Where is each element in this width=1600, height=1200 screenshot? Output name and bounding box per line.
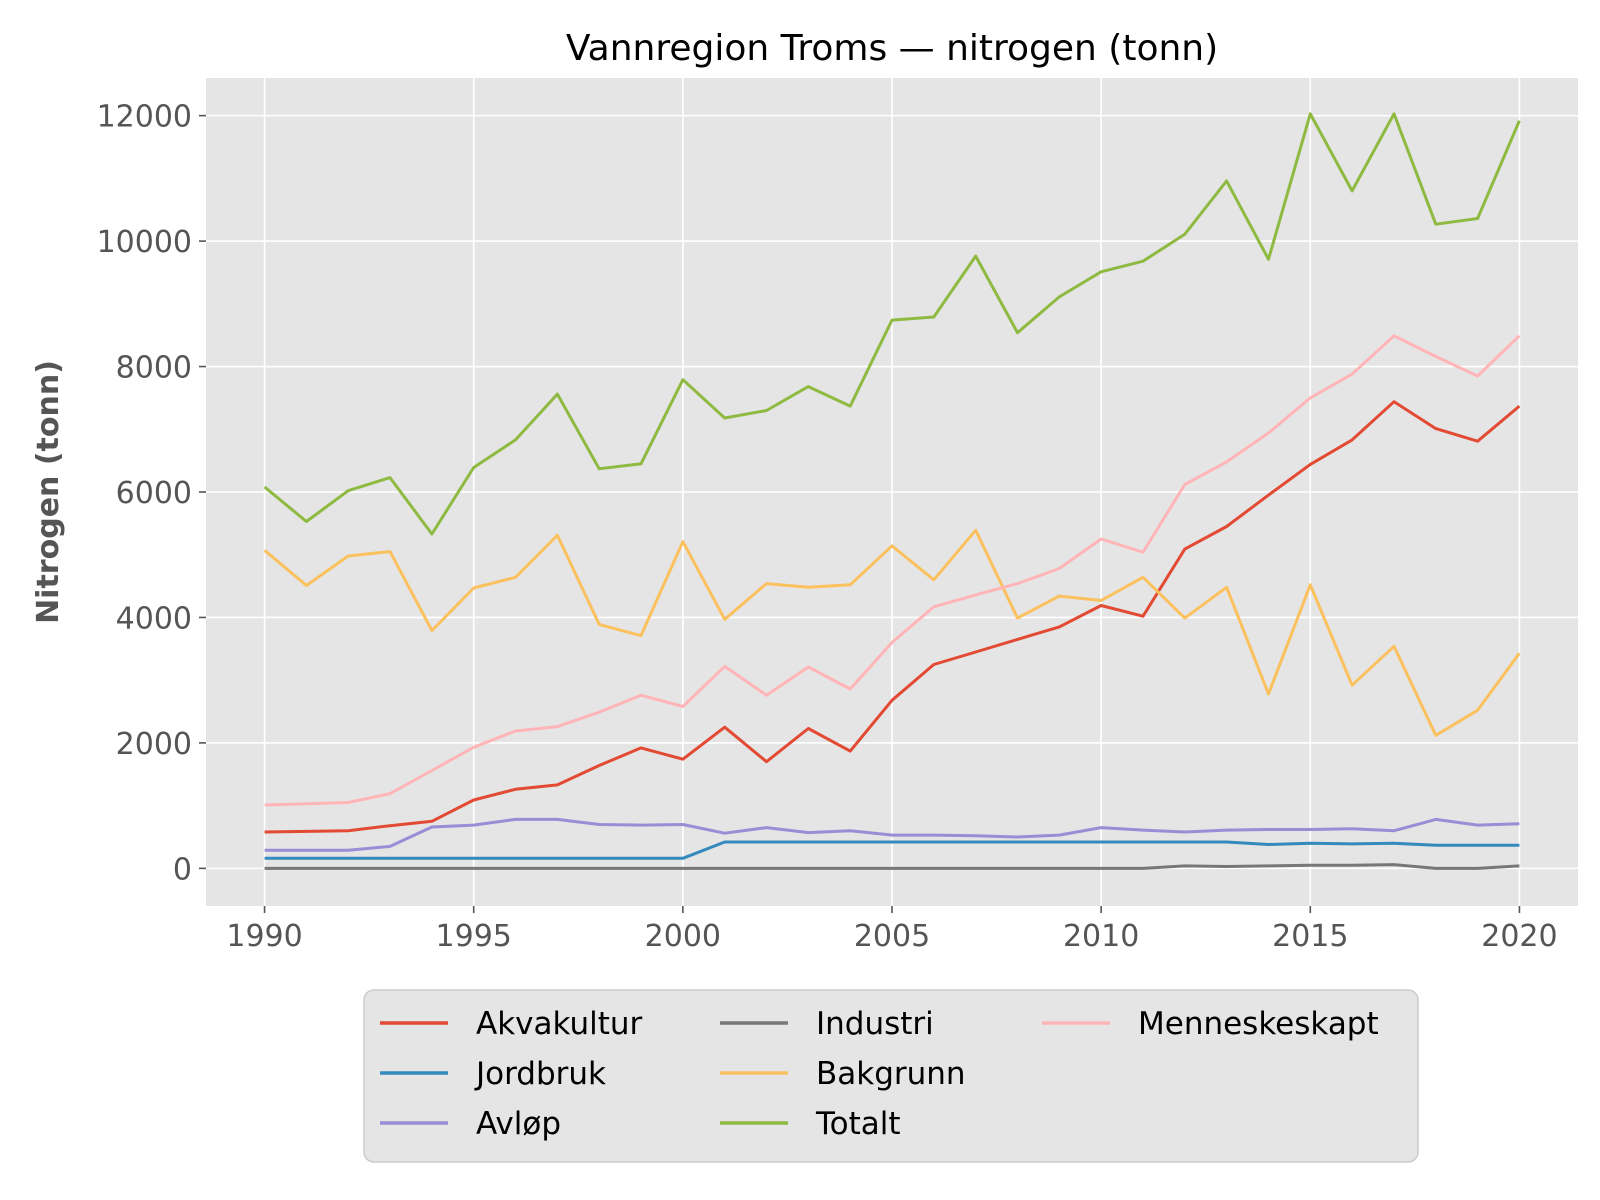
legend-label-menneskeskapt: Menneskeskapt bbox=[1138, 1006, 1379, 1042]
y-tick-label: 4000 bbox=[116, 601, 192, 636]
series-lines bbox=[263, 112, 1521, 870]
y-tick-label: 8000 bbox=[116, 351, 192, 386]
x-tick-label: 2000 bbox=[645, 919, 721, 954]
x-axis-ticks: 1990 1995 2000 2005 2010 2015 2020 bbox=[226, 906, 1558, 954]
legend-label-avlop: Avløp bbox=[476, 1106, 561, 1142]
y-axis-ticks: 0 2000 4000 6000 8000 10000 12000 bbox=[97, 100, 206, 887]
series-line-jordbruk bbox=[264, 840, 1520, 860]
series-line-akvakultur bbox=[264, 400, 1521, 834]
y-tick-label: 2000 bbox=[116, 727, 192, 762]
series-line-totalt bbox=[263, 112, 1521, 536]
legend-label-totalt: Totalt bbox=[815, 1106, 901, 1142]
x-tick-label: 2010 bbox=[1063, 919, 1139, 954]
legend: Akvakultur Jordbruk Avløp Industri Bakgrunn T… bbox=[363, 989, 1419, 1163]
legend-label-industri: Industri bbox=[816, 1006, 934, 1042]
legend-label-bakgrunn: Bakgrunn bbox=[816, 1056, 966, 1092]
x-tick-label: 1990 bbox=[226, 919, 302, 954]
x-tick-label: 2020 bbox=[1481, 919, 1557, 954]
x-tick-label: 2015 bbox=[1272, 919, 1348, 954]
y-tick-label: 12000 bbox=[97, 100, 192, 135]
x-tick-label: 1995 bbox=[436, 919, 512, 954]
y-tick-label: 10000 bbox=[97, 225, 192, 260]
y-axis-label: Nitrogen (tonn) bbox=[31, 360, 66, 624]
x-tick-label: 2005 bbox=[854, 919, 930, 954]
y-tick-label: 0 bbox=[173, 852, 192, 887]
y-tick-label: 6000 bbox=[116, 476, 192, 511]
series-line-bakgrunn bbox=[263, 528, 1521, 737]
legend-box bbox=[363, 989, 1419, 1163]
legend-label-jordbruk: Jordbruk bbox=[474, 1056, 606, 1092]
series-line-industri bbox=[264, 863, 1520, 870]
series-line-avlop bbox=[264, 817, 1520, 852]
chart-title: Vannregion Troms — nitrogen (tonn) bbox=[566, 28, 1218, 69]
legend-label-akvakultur: Akvakultur bbox=[476, 1006, 643, 1042]
series-line-menneskeskapt bbox=[264, 334, 1521, 807]
